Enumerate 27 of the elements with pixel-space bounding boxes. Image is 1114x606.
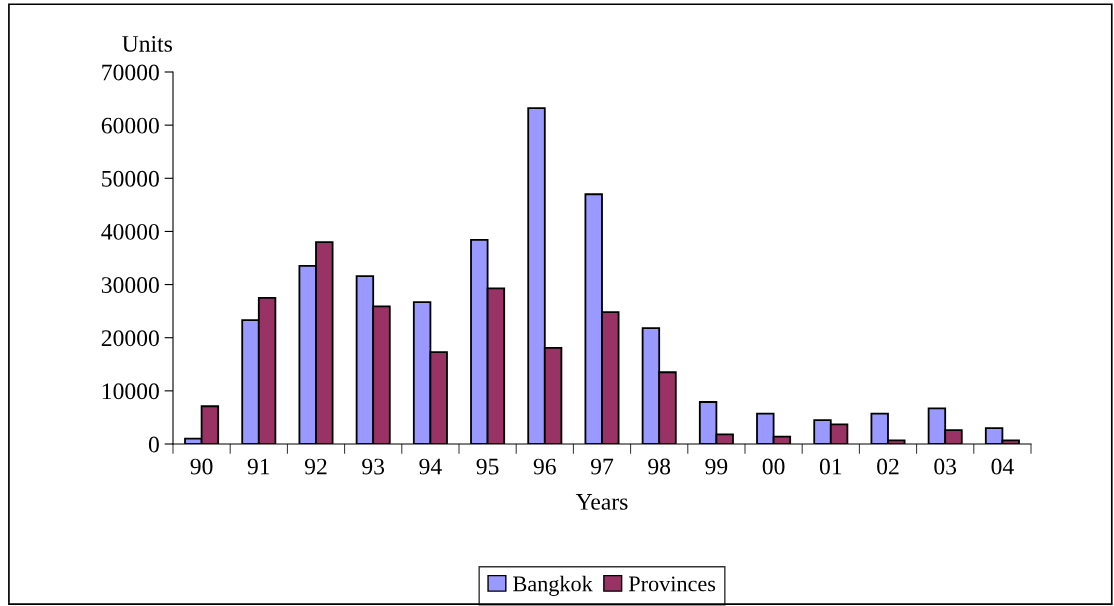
- x-tick-label: 90: [190, 458, 213, 475]
- y-tick-label: 70000: [102, 64, 159, 81]
- x-tick-label: 94: [419, 458, 442, 475]
- y-tick-label: 50000: [102, 170, 159, 187]
- x-tick-label: 00: [762, 458, 785, 475]
- y-tick-label: 30000: [101, 277, 159, 293]
- x-tick-label: 03: [934, 458, 957, 475]
- x-tick-label: 92: [304, 458, 327, 475]
- y-tick-label: 40000: [101, 223, 159, 240]
- x-tick-label: 02: [877, 458, 899, 475]
- x-tick-label: 01: [819, 458, 842, 475]
- x-tick-label: 99: [705, 458, 728, 475]
- y-tick-label: 0: [148, 436, 159, 453]
- legend-label: Bangkok: [513, 575, 593, 596]
- x-tick-label: 93: [362, 458, 385, 475]
- x-tick-label: 97: [590, 458, 614, 475]
- y-tick-label: 10000: [102, 383, 159, 400]
- y-axis-title: Units: [122, 36, 172, 52]
- x-tick-label: 96: [533, 458, 556, 475]
- y-tick-label: 60000: [101, 117, 159, 134]
- x-tick-label: 95: [476, 458, 499, 475]
- legend-label: Provinces: [628, 576, 716, 592]
- x-tick-label: 91: [247, 458, 270, 475]
- x-axis-title: Years: [575, 494, 628, 510]
- y-tick-label: 20000: [101, 330, 159, 347]
- x-tick-label: 98: [648, 458, 671, 475]
- x-tick-label: 04: [991, 458, 1014, 475]
